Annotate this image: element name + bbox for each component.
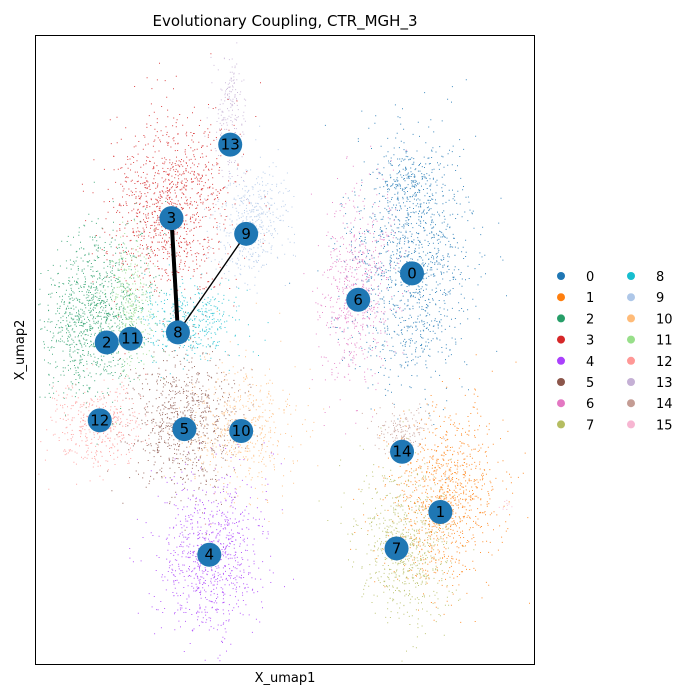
legend-label-2: 2 [586, 312, 594, 327]
legend-label-8: 8 [656, 270, 664, 285]
node-3 [159, 206, 184, 231]
legend-label-5: 5 [586, 376, 594, 391]
node-12 [87, 408, 112, 433]
legend-marker-10 [627, 314, 635, 323]
legend-marker-3 [557, 335, 565, 344]
legend-marker-6 [557, 399, 565, 408]
x-axis-label: X_umap1 [255, 671, 316, 686]
legend-label-3: 3 [586, 334, 594, 349]
node-label-8: 8 [173, 323, 183, 341]
legend-marker-1 [557, 293, 565, 302]
legend-marker-9 [627, 293, 635, 302]
node-label-10: 10 [232, 422, 251, 440]
legend-marker-2 [557, 314, 565, 323]
node-label-12: 12 [90, 411, 109, 429]
node-6 [346, 287, 371, 312]
node-13 [218, 132, 243, 157]
node-label-2: 2 [102, 333, 112, 351]
legend-marker-12 [627, 356, 635, 365]
cluster-2-points [38, 181, 176, 445]
node-label-11: 11 [121, 330, 140, 348]
node-2 [94, 330, 119, 355]
node-9 [234, 221, 259, 246]
node-10 [229, 419, 254, 444]
y-axis-label: X_umap2 [13, 320, 28, 381]
legend-label-13: 13 [656, 376, 673, 391]
legend-marker-8 [627, 272, 635, 280]
legend-label-1: 1 [586, 291, 594, 306]
legend-label-12: 12 [656, 355, 673, 370]
node-label-14: 14 [392, 443, 411, 461]
cluster-11-points [97, 220, 170, 425]
legend-label-0: 0 [586, 270, 594, 285]
node-label-5: 5 [180, 420, 190, 438]
legend-marker-4 [557, 356, 565, 365]
cluster-0-points [373, 145, 438, 217]
node-7 [384, 536, 409, 561]
cluster-15-points [498, 499, 513, 510]
node-label-1: 1 [436, 503, 446, 521]
edge-3-8 [169, 218, 180, 333]
cluster-7-points [318, 409, 475, 662]
legend-marker-7 [557, 420, 565, 429]
cluster-1-points [350, 354, 530, 623]
cluster-13-points [224, 58, 238, 105]
legend-marker-11 [627, 335, 635, 344]
legend-marker-5 [557, 378, 565, 386]
node-label-7: 7 [392, 539, 402, 557]
legend-label-9: 9 [656, 291, 664, 306]
legend-label-6: 6 [586, 397, 594, 412]
plot-frame [35, 35, 535, 665]
legend-marker-15 [627, 420, 635, 429]
node-label-13: 13 [221, 136, 240, 154]
cluster-9-points [203, 125, 296, 308]
legend-label-10: 10 [656, 312, 673, 327]
node-11 [118, 326, 143, 351]
node-14 [390, 439, 415, 464]
node-1 [428, 500, 453, 525]
legend-marker-0 [557, 272, 565, 280]
node-label-6: 6 [353, 291, 363, 309]
legend-label-4: 4 [586, 355, 594, 370]
legend-label-7: 7 [586, 418, 594, 433]
legend-label-14: 14 [656, 397, 673, 412]
legend-marker-14 [627, 399, 635, 408]
node-8 [165, 320, 190, 345]
node-0 [399, 261, 424, 286]
node-label-0: 0 [407, 264, 417, 282]
legend-label-15: 15 [656, 418, 673, 433]
node-label-3: 3 [167, 209, 177, 227]
cluster-0-points [289, 79, 507, 479]
node-label-9: 9 [241, 225, 251, 243]
node-label-4: 4 [205, 546, 215, 564]
node-5 [172, 417, 197, 442]
legend-label-11: 11 [656, 334, 673, 349]
chart-title: Evolutionary Coupling, CTR_MGH_3 [153, 12, 418, 31]
edge-9-8 [177, 233, 247, 333]
coupling-edges [169, 218, 247, 333]
node-4 [197, 542, 222, 567]
legend-marker-13 [627, 378, 635, 386]
cluster-13-points [204, 42, 248, 206]
cluster-14-points [361, 402, 445, 460]
